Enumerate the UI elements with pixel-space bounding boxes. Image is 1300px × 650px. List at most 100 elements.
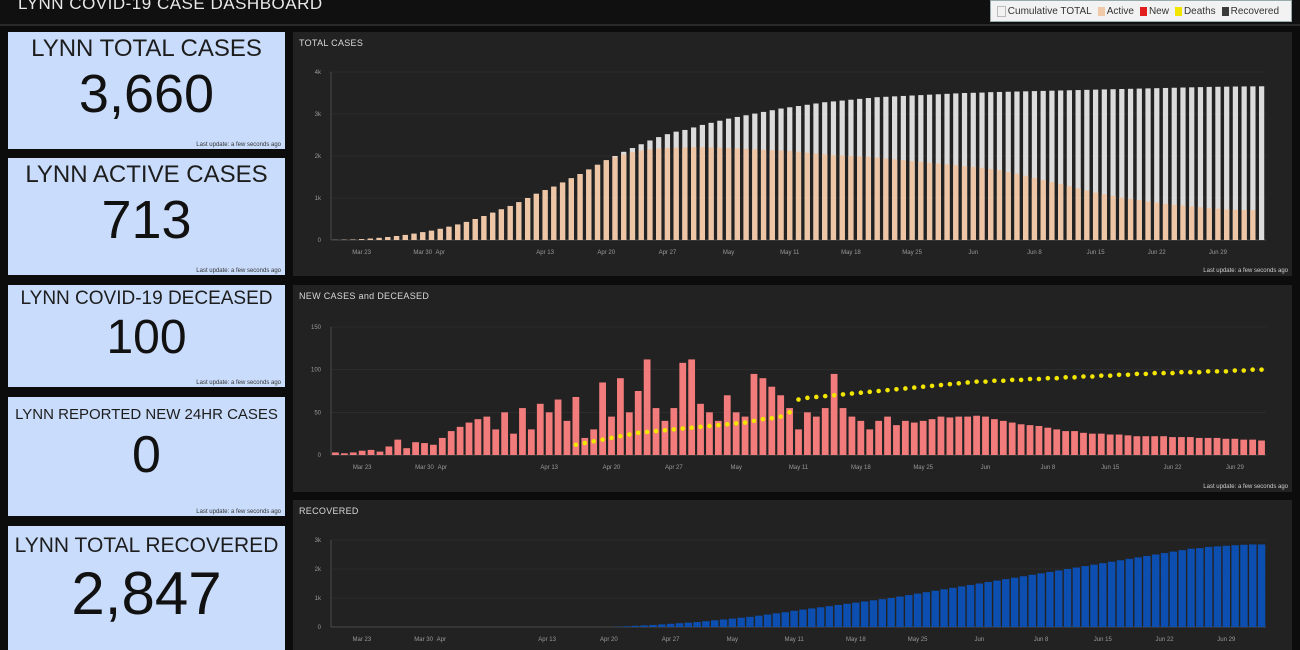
bar-cumulative <box>1049 90 1055 240</box>
bar-recovered <box>1099 563 1107 627</box>
bar-active <box>664 148 671 240</box>
y-tick-label: 1k <box>315 596 322 602</box>
bar-new <box>599 382 606 455</box>
bar-recovered <box>860 601 869 627</box>
bar-active <box>647 149 653 240</box>
legend-swatch <box>1139 6 1147 16</box>
bar-recovered <box>1046 571 1054 627</box>
bar-active <box>822 154 828 240</box>
x-tick-label: Jun 15 <box>1087 250 1106 256</box>
x-tick-label: May 11 <box>789 465 809 471</box>
legend-item-active[interactable]: Active <box>1097 6 1134 17</box>
bar-active <box>900 160 906 240</box>
point-deaths <box>938 382 944 388</box>
y-tick-label: 50 <box>314 410 321 416</box>
bar-recovered <box>1081 566 1089 627</box>
point-deaths <box>1170 370 1175 376</box>
bar-new <box>1026 425 1034 455</box>
bar-new <box>1151 436 1159 455</box>
bar-active <box>1154 202 1160 240</box>
point-deaths <box>911 385 917 390</box>
point-deaths <box>956 381 962 386</box>
point-deaths <box>1143 371 1149 377</box>
point-deaths <box>858 390 864 396</box>
bar-new <box>830 373 838 455</box>
y-tick-label: 3k <box>315 538 322 544</box>
bar-new <box>688 359 696 455</box>
bar-recovered <box>975 583 984 627</box>
x-tick-label: Mar 23 <box>352 250 371 256</box>
bar-new <box>1124 435 1132 455</box>
bar-cumulative <box>1058 90 1064 240</box>
legend-item-new[interactable]: New <box>1139 5 1169 17</box>
point-deaths <box>1116 372 1122 378</box>
bar-recovered <box>790 610 798 627</box>
bar-new <box>394 439 402 455</box>
point-deaths <box>618 433 623 439</box>
bar-active <box>603 160 609 240</box>
legend-item-cumulative[interactable]: Cumulative TOTAL <box>996 5 1092 17</box>
point-deaths <box>698 424 703 430</box>
point-deaths <box>680 426 686 431</box>
x-tick-label: Apr 13 <box>536 250 554 256</box>
point-deaths <box>822 393 828 399</box>
bar-new <box>679 362 687 455</box>
bar-recovered <box>1169 551 1178 627</box>
bar-new <box>1204 437 1212 455</box>
bar-cumulative <box>970 92 976 240</box>
bar-active <box>376 237 382 240</box>
x-tick-label: Apr <box>438 465 447 471</box>
bar-recovered <box>887 598 895 627</box>
point-deaths <box>1134 371 1140 377</box>
legend-swatch <box>1174 6 1182 16</box>
bar-recovered <box>1222 545 1231 627</box>
bar-new <box>661 420 669 455</box>
legend-item-recovered[interactable]: Recovered <box>1221 6 1279 17</box>
bar-new <box>697 403 704 455</box>
bar-active <box>944 164 950 240</box>
point-deaths <box>920 384 926 390</box>
point-deaths <box>653 428 659 434</box>
bar-recovered <box>631 625 640 627</box>
bar-new <box>456 426 464 455</box>
point-deaths <box>627 432 632 437</box>
x-tick-label: May <box>727 637 738 643</box>
bar-new <box>1115 434 1123 455</box>
bar-active <box>918 161 924 240</box>
card-value: 2,847 <box>71 560 222 627</box>
bar-active <box>708 147 714 240</box>
bar-new <box>1160 436 1167 455</box>
x-tick-label: Jun <box>974 637 984 643</box>
point-deaths <box>1152 370 1157 376</box>
point-deaths <box>1250 367 1255 372</box>
bar-cumulative <box>1232 86 1239 240</box>
bar-new <box>1258 440 1265 455</box>
bar-active <box>1127 198 1134 240</box>
point-deaths <box>609 435 614 441</box>
point-deaths <box>1259 367 1264 372</box>
bar-active <box>1171 204 1177 240</box>
bar-new <box>563 420 571 455</box>
bar-new <box>777 395 785 455</box>
active-cases-card: LYNN ACTIVE CASES 713 Last update: a few… <box>8 158 285 275</box>
bar-new <box>527 429 535 455</box>
bar-recovered <box>808 608 816 627</box>
point-deaths <box>1196 369 1202 375</box>
total-cases-card: LYNN TOTAL CASES 3,660 Last update: a fe… <box>8 32 285 149</box>
bar-recovered <box>984 582 992 627</box>
bar-recovered <box>710 620 719 627</box>
card-updated: Last update: a few seconds ago <box>196 380 281 386</box>
bar-active <box>1189 206 1195 240</box>
point-deaths <box>831 392 837 398</box>
bar-recovered <box>684 622 692 627</box>
legend-label: New <box>1148 5 1169 17</box>
bar-recovered <box>1231 545 1239 627</box>
x-tick-label: Mar 23 <box>353 465 372 471</box>
bar-active <box>586 169 592 240</box>
y-tick-label: 4k <box>315 70 322 76</box>
point-deaths <box>805 395 810 401</box>
x-tick-label: Jun <box>968 250 978 256</box>
bar-active <box>1136 200 1142 240</box>
y-tick-label: 3k <box>315 112 322 118</box>
legend-item-deaths[interactable]: Deaths <box>1174 6 1216 17</box>
